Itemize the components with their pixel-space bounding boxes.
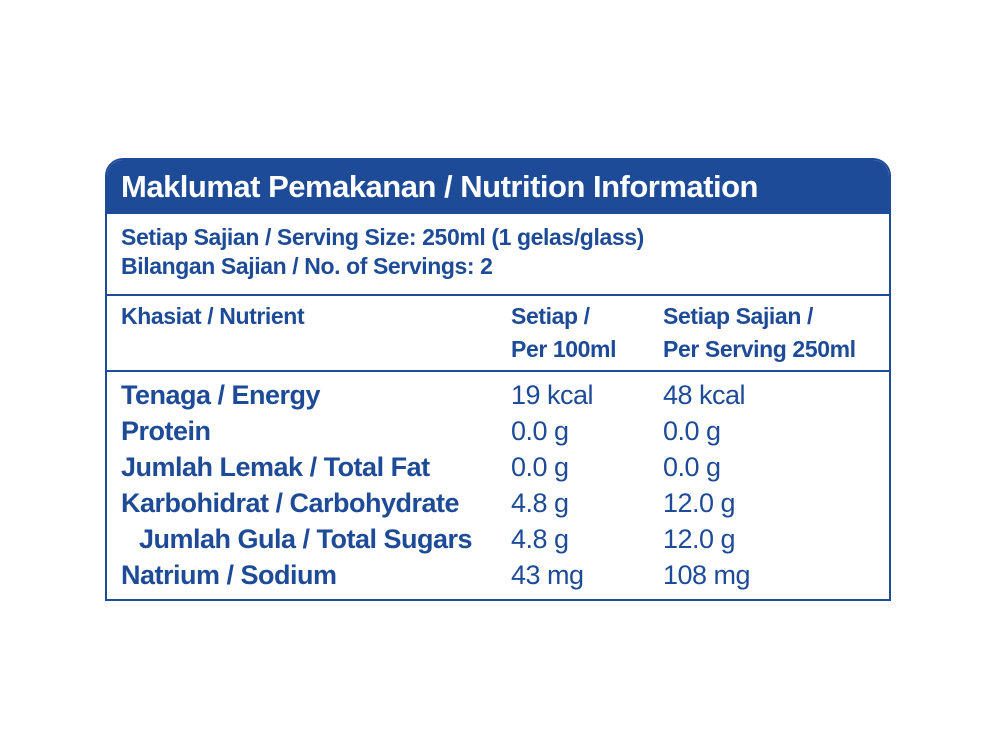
- nutrient-name: Protein: [121, 416, 211, 446]
- nutrition-panel: Maklumat Pemakanan / Nutrition Informati…: [105, 158, 891, 601]
- value-per-100ml: 0.0 g: [511, 452, 569, 482]
- nutrient-row-protein: Protein 0.0 g 0.0 g: [107, 414, 889, 450]
- header-per-100ml-line2: Per 100ml: [511, 336, 617, 362]
- header-nutrient: Khasiat / Nutrient: [121, 303, 305, 329]
- value-per-serving: 12.0 g: [663, 524, 736, 554]
- value-per-100ml: 4.8 g: [511, 488, 569, 518]
- value-per-serving: 108 mg: [663, 560, 751, 590]
- nutrient-row-energy: Tenaga / Energy 19 kcal 48 kcal: [107, 378, 889, 414]
- value-per-serving: 0.0 g: [663, 452, 721, 482]
- value-per-serving: 12.0 g: [663, 488, 736, 518]
- header-per-100ml: Setiap / Per 100ml: [511, 300, 616, 366]
- nutrient-row-total-fat: Jumlah Lemak / Total Fat 0.0 g 0.0 g: [107, 450, 889, 486]
- value-per-100ml: 43 mg: [511, 560, 584, 590]
- header-per-serving-line2: Per Serving 250ml: [663, 336, 856, 362]
- nutrient-name: Tenaga / Energy: [121, 380, 321, 410]
- nutrition-title-bar: Maklumat Pemakanan / Nutrition Informati…: [107, 160, 889, 214]
- nutrient-name: Karbohidrat / Carbohydrate: [121, 488, 460, 518]
- nutrient-rows: Tenaga / Energy 19 kcal 48 kcal Protein …: [107, 372, 889, 594]
- serving-size: Setiap Sajian / Serving Size: 250ml (1 g…: [121, 224, 644, 250]
- nutrient-name: Jumlah Gula / Total Sugars: [139, 524, 473, 554]
- value-per-serving: 48 kcal: [663, 380, 746, 410]
- nutrition-title: Maklumat Pemakanan / Nutrition Informati…: [121, 169, 758, 204]
- serving-info: Setiap Sajian / Serving Size: 250ml (1 g…: [107, 214, 889, 296]
- value-per-100ml: 19 kcal: [511, 380, 594, 410]
- value-per-100ml: 4.8 g: [511, 524, 569, 554]
- value-per-serving: 0.0 g: [663, 416, 721, 446]
- nutrient-name: Jumlah Lemak / Total Fat: [121, 452, 430, 482]
- nutrient-name: Natrium / Sodium: [121, 560, 337, 590]
- nutrient-row-sodium: Natrium / Sodium 43 mg 108 mg: [107, 558, 889, 594]
- value-per-100ml: 0.0 g: [511, 416, 569, 446]
- nutrient-row-carbohydrate: Karbohidrat / Carbohydrate 4.8 g 12.0 g: [107, 486, 889, 522]
- header-per-serving: Setiap Sajian / Per Serving 250ml: [663, 300, 856, 366]
- header-per-serving-line1: Setiap Sajian /: [663, 303, 813, 329]
- nutrient-row-total-sugars: Jumlah Gula / Total Sugars 4.8 g 12.0 g: [107, 522, 889, 558]
- header-per-100ml-line1: Setiap /: [511, 303, 590, 329]
- servings-count: Bilangan Sajian / No. of Servings: 2: [121, 253, 493, 279]
- column-header-row: Khasiat / Nutrient Setiap / Per 100ml Se…: [107, 296, 889, 372]
